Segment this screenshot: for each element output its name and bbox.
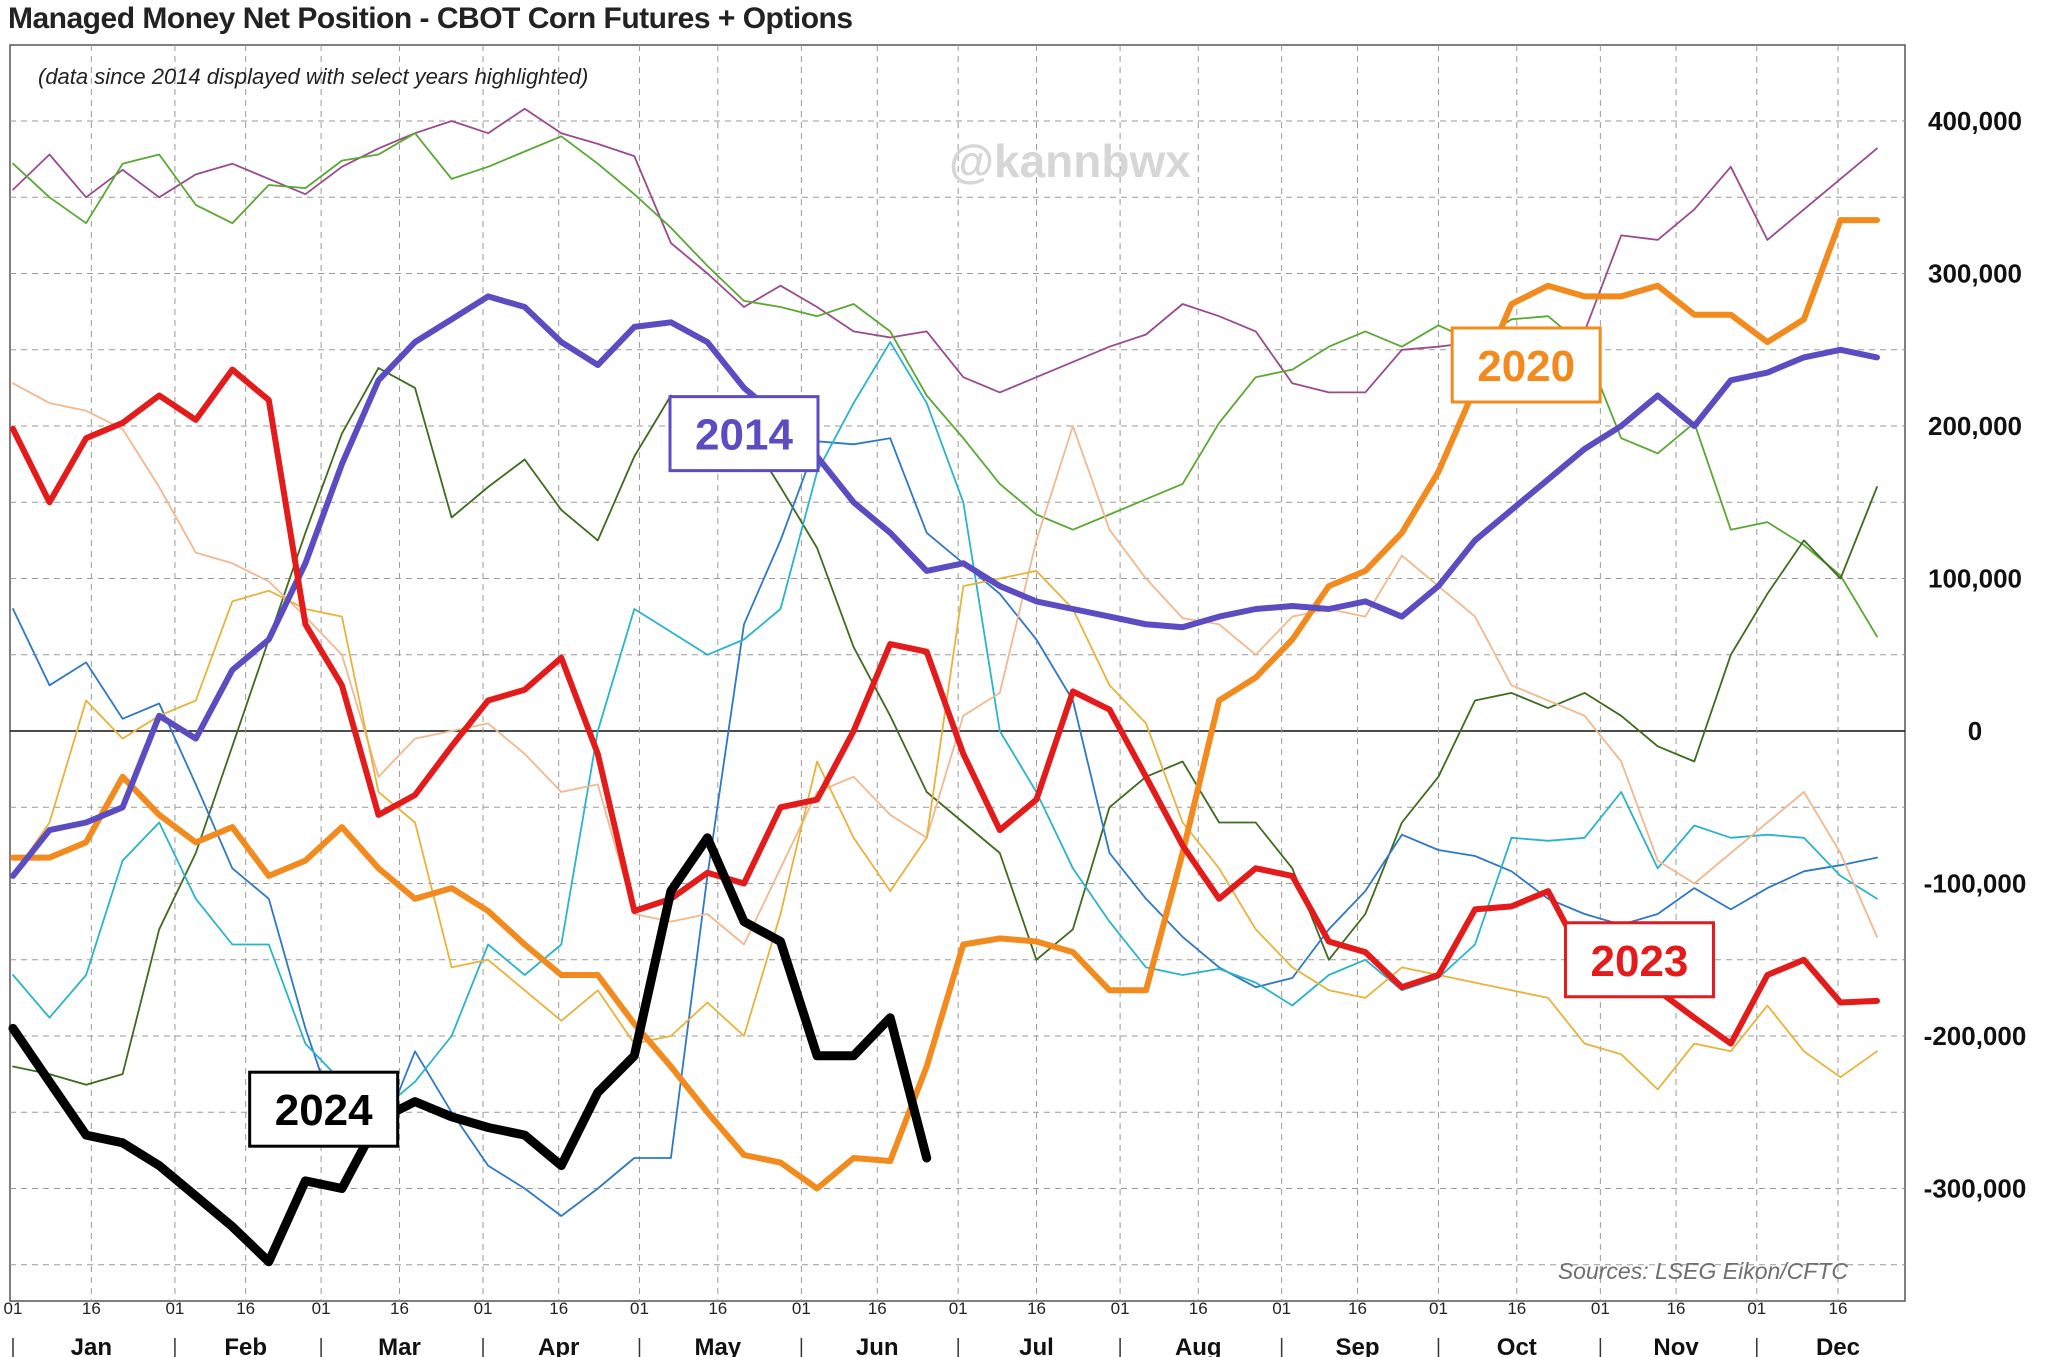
x-day-label: 16 (1667, 1299, 1686, 1318)
y-tick-label: -100,000 (1924, 869, 2027, 899)
x-day-label: 01 (1591, 1299, 1610, 1318)
x-month-label: Jan (71, 1334, 112, 1357)
x-day-label: 16 (1829, 1299, 1848, 1318)
y-tick-label: 0 (1968, 716, 1982, 746)
x-month-label: Dec (1816, 1334, 1860, 1357)
x-day-label: 01 (630, 1299, 649, 1318)
x-day-label: 01 (312, 1299, 331, 1318)
x-day-label: 01 (792, 1299, 811, 1318)
y-tick-label: 300,000 (1928, 259, 2022, 289)
x-day-label: 16 (390, 1299, 409, 1318)
series-lines (8, 107, 1880, 1267)
series-label-box-2024 (248, 1070, 400, 1148)
x-day-label: 16 (82, 1299, 101, 1318)
series-line-2022 (12, 570, 1878, 1091)
series-label-box-2014 (668, 395, 820, 473)
series-label-2014: 2014 (695, 411, 793, 460)
x-month-label: Apr (538, 1334, 579, 1357)
x-month-label: May (694, 1334, 741, 1357)
series-label-box-2020 (1450, 326, 1602, 404)
x-month-label: Mar (378, 1334, 421, 1357)
y-tick-label: 100,000 (1928, 564, 2022, 594)
source-note: Sources: LSEG Eikon/CFTC (1558, 1258, 1849, 1284)
x-day-label: 16 (1348, 1299, 1367, 1318)
y-tick-label: -300,000 (1924, 1174, 2027, 1204)
chart-title: Managed Money Net Position - CBOT Corn F… (8, 2, 853, 35)
x-month-label: Jun (856, 1334, 899, 1357)
series-label-2023: 2023 (1591, 937, 1689, 986)
y-tick-label: 400,000 (1928, 106, 2022, 136)
x-day-label: 16 (1189, 1299, 1208, 1318)
series-line-2024 (8, 833, 932, 1267)
y-tick-label: -200,000 (1924, 1021, 2027, 1051)
series-line-2014 (10, 293, 1880, 879)
x-day-label: 01 (474, 1299, 493, 1318)
x-month-label: Nov (1653, 1334, 1699, 1357)
series-label-box-2023 (1563, 921, 1715, 999)
x-day-label: 01 (1272, 1299, 1291, 1318)
x-day-label: 16 (236, 1299, 255, 1318)
x-day-label: 01 (165, 1299, 184, 1318)
series-label-2020: 2020 (1477, 342, 1575, 391)
series-line-2021 (12, 382, 1878, 946)
gridlines (10, 45, 1905, 1301)
chart-subtitle: (data since 2014 displayed with select y… (38, 64, 588, 89)
series-line-2019 (12, 341, 1878, 1114)
x-day-label: 01 (1429, 1299, 1448, 1318)
y-tick-label: 200,000 (1928, 411, 2022, 441)
x-day-label: 16 (1507, 1299, 1526, 1318)
x-day-label: 16 (549, 1299, 568, 1318)
series-line-2017 (12, 367, 1878, 1086)
series-label-2024: 2024 (275, 1086, 373, 1135)
x-day-label: 16 (708, 1299, 727, 1318)
x-day-label: 01 (4, 1299, 23, 1318)
x-day-label: 16 (868, 1299, 887, 1318)
x-day-label: 01 (1111, 1299, 1130, 1318)
x-day-label: 01 (949, 1299, 968, 1318)
x-month-label: Oct (1497, 1334, 1537, 1357)
x-day-label: 01 (1747, 1299, 1766, 1318)
watermark: @kannbwx (949, 135, 1191, 187)
x-month-label: Jul (1019, 1334, 1054, 1357)
x-month-label: Aug (1175, 1334, 1222, 1357)
x-day-label: 16 (1027, 1299, 1046, 1318)
x-month-label: Feb (224, 1334, 267, 1357)
x-month-label: Sep (1336, 1334, 1380, 1357)
series-line-2020 (10, 217, 1880, 1192)
